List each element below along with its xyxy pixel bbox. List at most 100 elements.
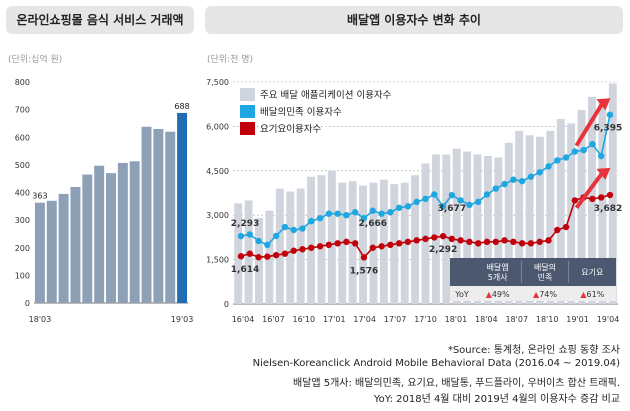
baemin-point bbox=[598, 152, 605, 160]
left-y-tick-label: 300 bbox=[15, 216, 30, 225]
yogiyo-point bbox=[571, 197, 579, 204]
source-note-3: 배달앱 5개사: 배달의민족, 요기요, 배달통, 푸드플라이, 우버이츠 합산… bbox=[292, 378, 620, 389]
yogiyo-point bbox=[387, 241, 394, 248]
source-note-1: *Source: 통계청, 온라인 쇼핑 동향 조사 bbox=[447, 345, 620, 356]
right-x-tick-label: 18'01 bbox=[445, 315, 468, 324]
baemin-point bbox=[308, 217, 315, 225]
right-y-tick-label: 7,500 bbox=[206, 78, 229, 87]
left-chart-title: 온라인쇼핑몰 음식 서비스 거래액 bbox=[6, 6, 194, 34]
yogiyo-point bbox=[404, 238, 412, 246]
right-bar bbox=[473, 154, 482, 304]
right-bar bbox=[255, 218, 263, 304]
yoy-table-header: 배달의 민족 bbox=[534, 262, 556, 282]
right-bar bbox=[463, 151, 472, 304]
left-y-tick-label: 400 bbox=[15, 189, 30, 198]
legend-swatch bbox=[240, 88, 255, 101]
yogiyo-point bbox=[589, 195, 596, 203]
yogiyo-point bbox=[431, 234, 438, 241]
yogiyo-point bbox=[264, 253, 271, 260]
right-bar bbox=[442, 154, 451, 304]
left-unit-label: (단위:십억 원) bbox=[8, 53, 62, 65]
right-bar bbox=[483, 156, 492, 304]
baemin-point bbox=[246, 231, 253, 238]
yogiyo-point bbox=[598, 194, 605, 201]
baemin-point bbox=[457, 197, 464, 204]
yogiyo-point bbox=[272, 251, 280, 259]
yogiyo-point bbox=[325, 241, 333, 248]
yogiyo-point bbox=[606, 191, 614, 199]
yogiyo-point bbox=[492, 238, 499, 246]
yogiyo-point bbox=[369, 244, 376, 251]
left-bar bbox=[94, 165, 105, 303]
right-bar bbox=[536, 136, 544, 304]
yoy-table-value: ▲49% bbox=[486, 290, 510, 299]
right-x-tick-label: 16'04 bbox=[232, 315, 255, 324]
baemin-point bbox=[343, 212, 350, 219]
baemin-point bbox=[439, 203, 447, 210]
left-bar bbox=[70, 186, 81, 303]
left-bar bbox=[165, 131, 176, 303]
right-data-label: 2,292 bbox=[429, 245, 457, 255]
baemin-point bbox=[518, 177, 526, 185]
right-x-tick-label: 18'07 bbox=[505, 315, 528, 324]
right-bar bbox=[275, 188, 284, 304]
right-x-tick-label: 19'04 bbox=[597, 315, 620, 324]
right-bar bbox=[494, 157, 503, 304]
trend-arrow-shaft bbox=[574, 102, 605, 147]
right-y-tick-label: 4,500 bbox=[206, 167, 229, 176]
left-x-tick-label: 19'03 bbox=[171, 315, 194, 324]
yogiyo-point bbox=[281, 250, 289, 257]
yoy-table-header-bg bbox=[450, 258, 616, 286]
yogiyo-point bbox=[316, 243, 324, 250]
legend-swatch bbox=[240, 105, 255, 118]
yogiyo-point bbox=[439, 232, 447, 240]
left-data-label: 688 bbox=[174, 102, 189, 111]
right-data-label: 1,576 bbox=[350, 266, 378, 276]
yogiyo-point bbox=[457, 237, 464, 244]
baemin-point bbox=[325, 210, 333, 217]
left-bar bbox=[46, 200, 57, 303]
baemin-point bbox=[475, 198, 482, 206]
right-bar bbox=[327, 170, 336, 304]
yogiyo-point bbox=[562, 223, 570, 231]
baemin-point bbox=[413, 198, 420, 206]
right-bar bbox=[452, 148, 461, 304]
legend-label: 배달의민족 이용자수 bbox=[260, 106, 342, 118]
baemin-point bbox=[492, 185, 499, 192]
right-bar bbox=[504, 142, 513, 304]
baemin-point bbox=[299, 225, 306, 232]
yogiyo-point bbox=[518, 240, 526, 247]
right-chart-title: 배달앱 이용자수 변화 추이 bbox=[205, 6, 623, 34]
yoy-table-row-bg bbox=[450, 286, 616, 301]
baemin-point bbox=[562, 154, 570, 161]
left-x-tick-label: 18'03 bbox=[29, 315, 52, 324]
left-bar bbox=[141, 126, 152, 303]
right-bar bbox=[546, 130, 555, 304]
yogiyo-point bbox=[237, 253, 245, 260]
right-bar bbox=[577, 110, 586, 305]
baemin-point bbox=[369, 207, 376, 214]
right-x-tick-label: 16'10 bbox=[293, 315, 316, 324]
left-data-label: 363 bbox=[32, 192, 47, 201]
right-data-label: 2,666 bbox=[359, 219, 387, 229]
left-bar bbox=[58, 193, 69, 303]
right-bar bbox=[338, 182, 347, 304]
baemin-point bbox=[237, 232, 245, 240]
baemin-point bbox=[360, 214, 368, 222]
right-bar bbox=[379, 179, 388, 304]
right-bar bbox=[369, 182, 378, 304]
baemin-point bbox=[483, 191, 491, 198]
baemin-point bbox=[580, 146, 587, 154]
yogiyo-point bbox=[352, 240, 359, 247]
left-bar bbox=[177, 112, 188, 303]
baemin-point bbox=[448, 191, 456, 199]
left-y-tick-label: 500 bbox=[15, 161, 30, 170]
left-y-tick-label: 200 bbox=[15, 244, 30, 253]
yogiyo-point bbox=[483, 238, 491, 246]
right-bar bbox=[525, 135, 534, 304]
yogiyo-point bbox=[413, 237, 420, 244]
left-bar bbox=[106, 173, 116, 303]
right-data-label: 1,614 bbox=[231, 265, 259, 275]
trend-arrow-head bbox=[596, 98, 611, 111]
left-bar bbox=[117, 162, 128, 303]
